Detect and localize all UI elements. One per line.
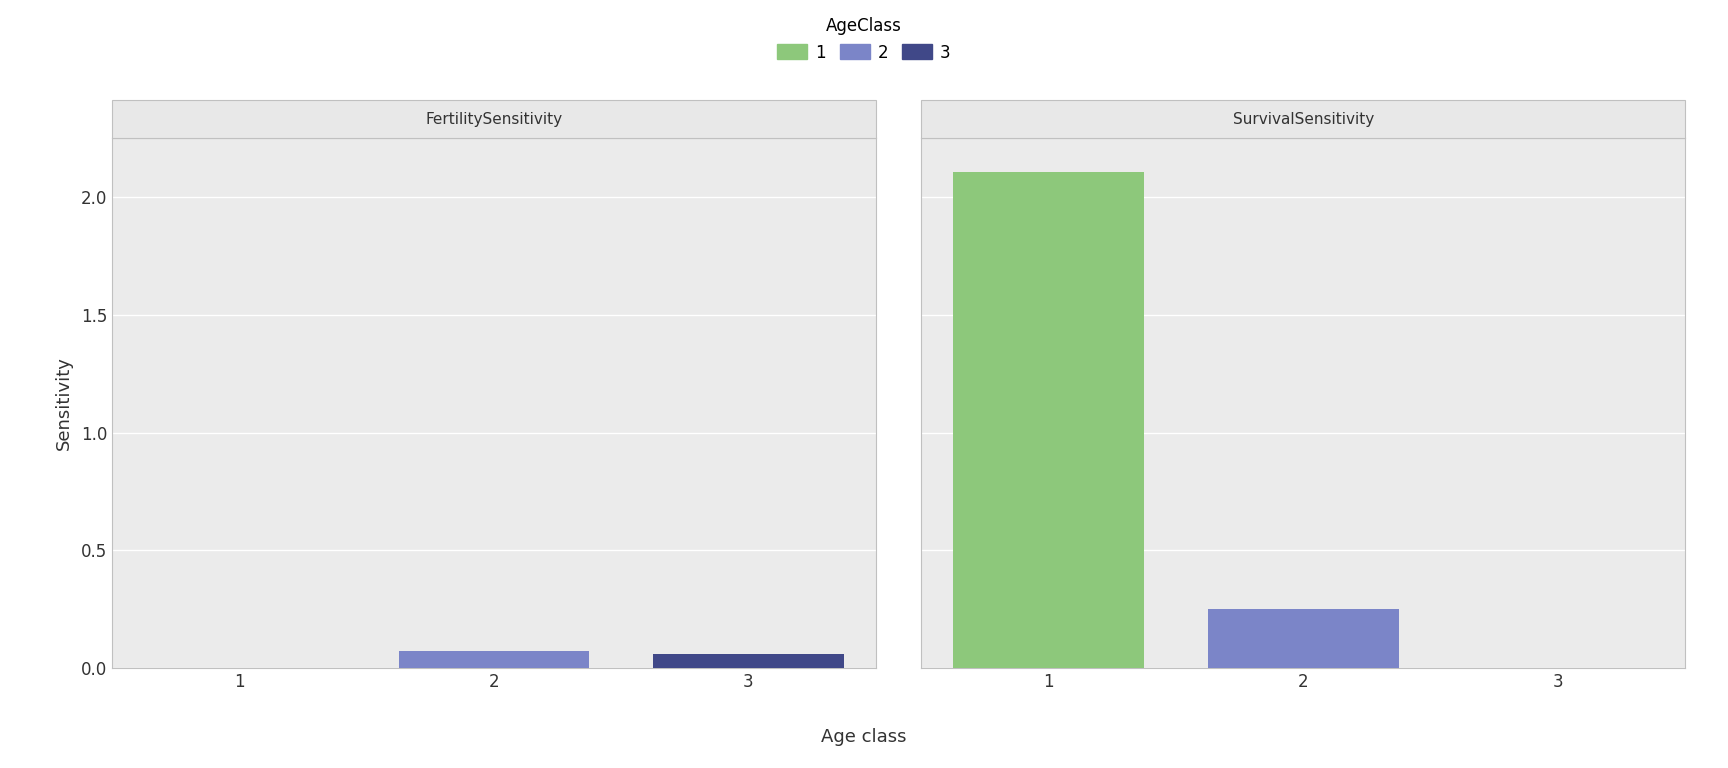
Text: FertilitySensitivity: FertilitySensitivity — [425, 110, 563, 125]
Text: SurvivalSensitivity: SurvivalSensitivity — [1232, 110, 1374, 125]
Bar — [1208, 609, 1398, 668]
Bar — [653, 654, 843, 668]
Text: SurvivalSensitivity: SurvivalSensitivity — [1232, 111, 1374, 127]
Text: FertilitySensitivity: FertilitySensitivity — [425, 111, 563, 127]
Bar — [399, 651, 589, 668]
Bar — [954, 172, 1144, 668]
Legend: 1, 2, 3: 1, 2, 3 — [772, 12, 956, 67]
Y-axis label: Sensitivity: Sensitivity — [55, 356, 73, 450]
Text: Age class: Age class — [821, 728, 907, 746]
